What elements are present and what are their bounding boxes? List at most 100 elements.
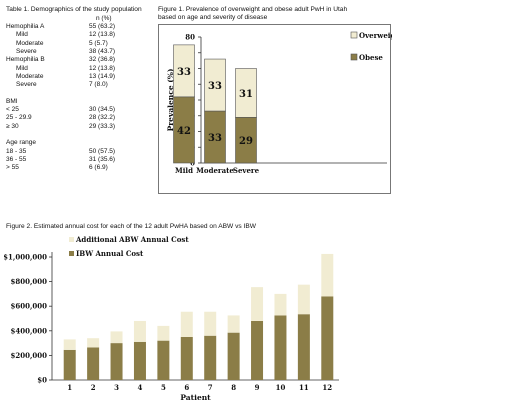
x-tick-label: 10 [276,383,286,392]
y-tick-label: $1,000,000 [4,253,47,262]
ibw-cost-bar [204,335,217,380]
table-row-label: Severe [16,81,37,89]
table-row-value: 30 (34.5) [89,106,116,113]
table-row-label: 36 - 55 [6,155,27,163]
x-tick-label: 2 [91,383,96,392]
abw-additional-cost-bar [87,338,100,348]
table-row-label: Hemophilia A [6,23,45,30]
table-row-label: Moderate [16,39,44,47]
table-row: Mild 12 (13.8) [6,65,156,73]
table-row-value: 50 (57.5) [89,147,116,155]
table-row-label: Hemophilia B [6,56,45,64]
overweight-data-label: 31 [239,89,253,100]
table-row-label: Mild [16,64,28,72]
ibw-cost-bar [63,349,76,380]
x-tick-label: 8 [231,383,236,392]
x-tick-label: 1 [67,383,72,392]
obese-data-label: 42 [177,126,191,137]
y-tick-label: $800,000 [10,277,47,286]
table-row-value: 12 (13.8) [89,31,116,39]
table-row-label: BMI [6,97,18,105]
table-row-value: 6 (6.9) [89,164,108,172]
x-axis-title: Patient [180,393,211,402]
legend-overweight-swatch [350,31,358,39]
table-row: Severe 7 (8.0) [6,81,156,89]
x-tick-label: 12 [322,383,332,392]
table-row-label: ≥ 30 [6,122,19,130]
ibw-cost-bar [321,296,334,380]
table-row-value: 32 (36.8) [89,56,116,64]
table-row-value: 7 (8.0) [89,81,108,89]
table-row [6,131,156,139]
overweight-data-label: 33 [208,81,222,92]
legend-obese-swatch [350,53,358,61]
ibw-cost-bar [110,343,123,380]
abw-additional-cost-bar [157,325,170,341]
table-row-value: 55 (63.2) [89,23,116,30]
legend-ibw-swatch [69,251,74,256]
legend-abw-label: Additional ABW Annual Cost [75,235,189,244]
figure2-chart: $0 $200,000 $400,000 $600,000 $800,000 $1,000… [3,232,344,412]
table-row-value: 12 (13.8) [89,64,116,72]
overweight-bar [173,44,195,98]
table-row-value: 29 (33.3) [89,122,116,130]
table-row: Age range [6,139,156,147]
table-row: Hemophilia A 55 (63.2) [6,23,156,31]
y-tick-label: 80 [185,33,195,42]
x-tick-label: 11 [299,383,309,392]
legend-ibw-label: IBW Annual Cost [76,249,144,258]
ibw-cost-bar [227,332,240,380]
x-tick-label: 3 [114,383,119,392]
table-row: 36 - 55 31 (35.6) [6,156,156,164]
table-row: 25 - 29.9 28 (32.2) [6,114,156,122]
table-row-label: Age range [6,139,36,147]
overweight-data-label: 33 [177,67,191,78]
abw-additional-cost-bar [63,339,76,350]
x-tick-label: 5 [161,383,166,392]
figure1-chart: 01020304050607080Prevalence (%)243618 - … [42,24,404,194]
x-tick-label: Mild [175,166,193,175]
y-tick-label: $0 [37,376,47,385]
abw-additional-cost-bar [204,311,217,336]
figure1-svg: 01020304050607080Prevalence (%)243618 - … [42,31,404,184]
abw-additional-cost-bar [227,315,240,333]
table1-header: n (%) [96,15,112,22]
table-row: > 55 6 (6.9) [6,164,156,172]
table-row: Moderate 13 (14.9) [6,73,156,81]
x-tick-label: Moderate [196,166,234,175]
table-row-value: 28 (32.2) [89,114,116,122]
abw-additional-cost-bar [180,311,193,337]
x-tick-label: 4 [138,383,143,392]
table-row-label: < 25 [6,106,19,113]
table-row-label: > 55 [6,164,19,172]
table-row [6,89,156,97]
y-axis-title: Prevalence (%) [166,69,175,132]
ibw-cost-bar [180,336,193,380]
abw-additional-cost-bar [274,293,287,316]
table-row: Mild 12 (13.8) [6,31,156,39]
overweight-bar [235,68,257,118]
table-row: BMI [6,98,156,106]
y-tick-label: $600,000 [10,302,47,311]
table-row-label: 25 - 29.9 [6,114,32,122]
ibw-cost-bar [133,341,146,380]
legend-overweight-label: Overweight [359,31,392,40]
abw-additional-cost-bar [321,253,334,297]
table-row-label: Severe [16,47,37,55]
figure2-caption: Figure 2. Estimated annual cost for each… [6,223,256,230]
overweight-bar [204,58,226,112]
ibw-cost-bar [274,315,287,380]
table-row-value: 38 (43.7) [89,47,116,55]
y-tick-label: $400,000 [10,326,47,335]
table-row-value: 13 (14.9) [89,72,116,80]
x-tick-label: 6 [184,383,189,392]
obese-data-label: 29 [239,136,253,147]
abw-additional-cost-bar [110,331,123,344]
table-row: Hemophilia B 32 (36.8) [6,56,156,64]
table1-header-row: n (%) [6,15,156,23]
x-tick-label: 7 [208,383,213,392]
figure2-svg: $0 $200,000 $400,000 $600,000 $800,000 $1,000… [3,235,339,402]
table-row-label: Moderate [16,72,44,80]
ibw-cost-bar [157,340,170,380]
abw-additional-cost-bar [251,287,264,321]
